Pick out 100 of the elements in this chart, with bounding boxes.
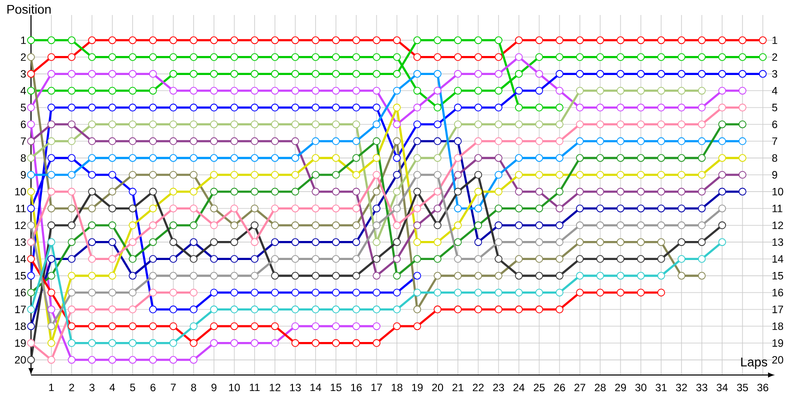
point <box>657 188 666 196</box>
point <box>169 53 178 61</box>
point <box>596 238 604 246</box>
point <box>494 306 502 314</box>
point <box>169 221 178 230</box>
point <box>413 322 422 330</box>
point <box>678 137 686 146</box>
point <box>190 255 198 263</box>
point <box>698 204 706 212</box>
point <box>250 137 258 146</box>
point <box>169 306 178 314</box>
point <box>47 322 56 330</box>
point <box>47 36 56 44</box>
point <box>718 53 726 61</box>
point <box>332 238 340 246</box>
point <box>535 70 544 78</box>
point <box>372 272 380 280</box>
point <box>434 221 442 230</box>
point <box>88 356 96 364</box>
x-tick-label: 29 <box>615 384 626 392</box>
point <box>250 306 258 314</box>
point <box>352 339 360 347</box>
point <box>556 238 564 246</box>
point <box>454 36 462 44</box>
point <box>230 288 238 296</box>
x-tick-label: 26 <box>554 384 565 392</box>
point <box>108 104 116 112</box>
point <box>68 306 76 314</box>
point <box>88 221 96 230</box>
point <box>88 170 96 179</box>
point <box>190 188 198 196</box>
point <box>372 322 380 330</box>
point <box>657 288 666 296</box>
point <box>636 154 645 162</box>
point <box>596 137 604 146</box>
point <box>149 53 157 61</box>
point <box>128 306 137 314</box>
point <box>596 288 604 296</box>
point <box>372 255 380 263</box>
point <box>636 204 645 212</box>
point <box>27 120 35 128</box>
point <box>535 221 544 230</box>
point <box>250 53 258 61</box>
point <box>474 120 482 128</box>
point <box>474 288 482 296</box>
x-tick-label: 34 <box>716 384 728 392</box>
point <box>616 221 624 230</box>
point <box>332 322 340 330</box>
point <box>27 339 35 347</box>
point <box>27 53 35 61</box>
point <box>616 204 624 212</box>
point <box>169 86 178 95</box>
point <box>616 104 624 112</box>
point <box>474 306 482 314</box>
point <box>250 86 258 95</box>
y-tick-label: 14 <box>15 255 26 263</box>
x-tick-label: 2 <box>69 384 74 392</box>
point <box>494 170 502 179</box>
point <box>312 36 320 44</box>
y-tick-label: 2 <box>20 53 26 61</box>
point <box>636 238 645 246</box>
x-tick-label: 27 <box>574 384 586 392</box>
x-tick-label: 3 <box>89 384 94 392</box>
point <box>149 221 157 230</box>
point <box>576 204 584 212</box>
x-tick-label: 23 <box>493 384 504 392</box>
point <box>576 288 584 296</box>
point <box>515 36 523 44</box>
point <box>393 272 401 280</box>
point <box>718 104 726 112</box>
point <box>190 306 198 314</box>
point <box>474 53 482 61</box>
point <box>190 356 198 364</box>
point <box>454 306 462 314</box>
point <box>47 288 56 296</box>
point <box>372 339 380 347</box>
point <box>108 288 116 296</box>
point <box>393 120 401 128</box>
point <box>372 70 380 78</box>
x-tick-label: 10 <box>229 384 240 392</box>
point <box>698 154 706 162</box>
point <box>596 120 604 128</box>
point <box>149 322 157 330</box>
y-tick-label: 1 <box>21 36 26 44</box>
point <box>616 154 624 162</box>
point <box>27 288 35 296</box>
y-tick-label: 3 <box>20 70 26 78</box>
point <box>149 120 157 128</box>
point <box>190 104 198 112</box>
point <box>68 104 76 112</box>
point <box>128 120 137 128</box>
point <box>271 53 279 61</box>
point <box>332 204 340 212</box>
point <box>128 170 137 179</box>
point <box>413 288 422 296</box>
point <box>250 104 258 112</box>
x-tick-label: 33 <box>696 384 708 392</box>
point <box>393 36 401 44</box>
point <box>393 306 401 314</box>
point <box>88 36 96 44</box>
